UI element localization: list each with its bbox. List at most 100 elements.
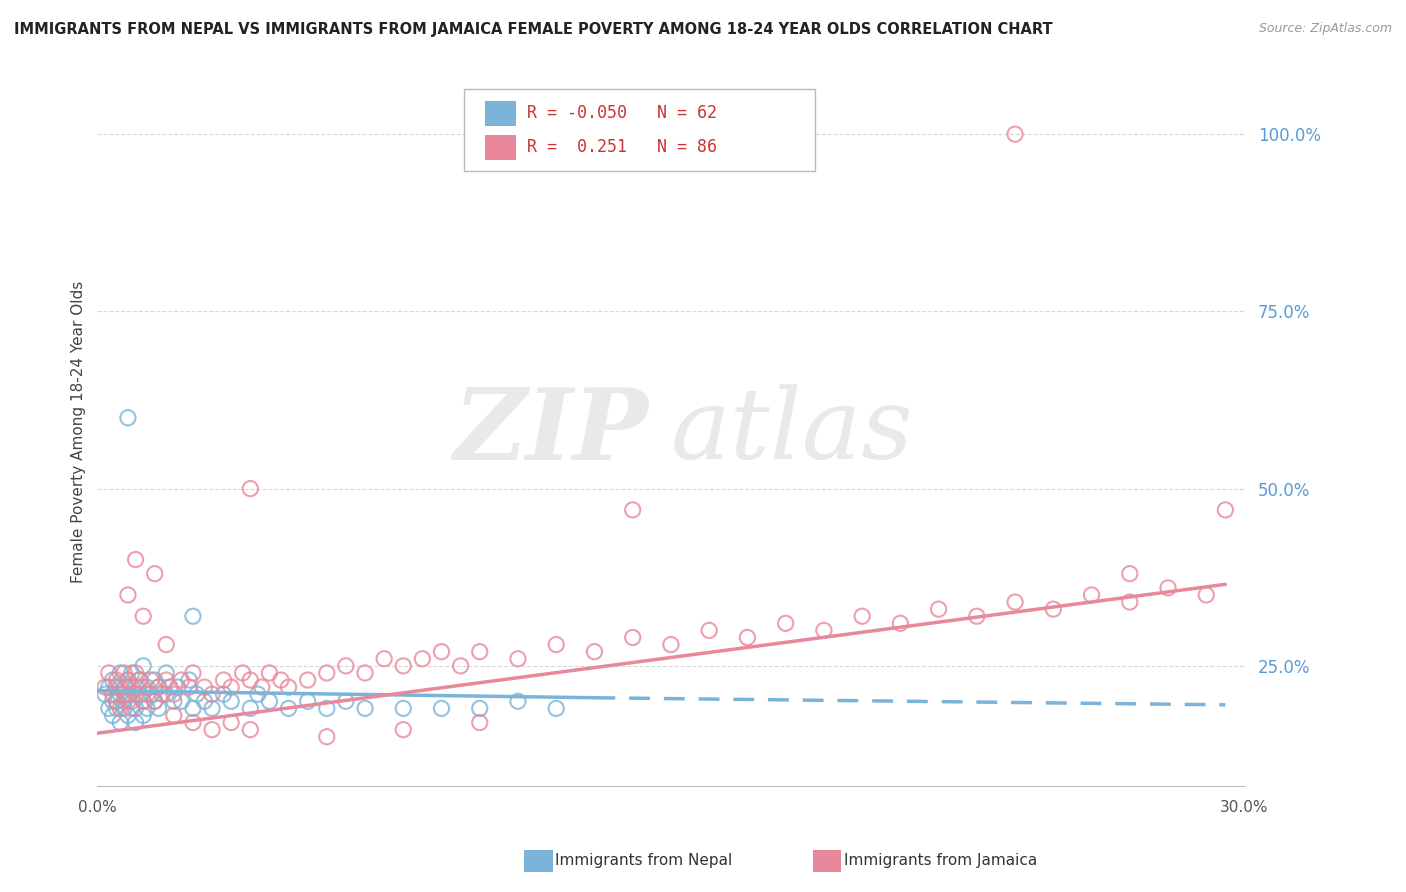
Text: R =  0.251   N = 86: R = 0.251 N = 86 (527, 138, 717, 156)
Point (297, 673, 319, 687)
Point (163, 694, 186, 708)
Point (124, 687, 146, 701)
Point (373, 652, 395, 666)
Point (392, 701, 415, 715)
Point (94, 680, 117, 694)
Point (128, 673, 150, 687)
Point (136, 680, 159, 694)
Point (1004, 595, 1026, 609)
Point (259, 665, 281, 680)
Point (121, 694, 143, 708)
Point (112, 665, 135, 680)
Point (201, 723, 224, 737)
Point (155, 665, 177, 680)
Point (136, 687, 159, 701)
Point (148, 701, 170, 715)
Point (411, 652, 433, 666)
Point (212, 687, 235, 701)
Point (468, 645, 491, 659)
Point (117, 410, 139, 425)
Point (430, 645, 453, 659)
Point (124, 552, 146, 566)
Point (506, 652, 529, 666)
Point (1004, 127, 1026, 141)
Point (132, 694, 155, 708)
Point (105, 694, 128, 708)
Point (132, 694, 155, 708)
Text: atlas: atlas (671, 384, 914, 480)
Point (1215, 503, 1237, 517)
Point (112, 687, 135, 701)
Point (179, 680, 201, 694)
Point (105, 673, 128, 687)
Point (181, 665, 204, 680)
Point (621, 503, 644, 517)
Point (94, 687, 117, 701)
Point (105, 701, 128, 715)
Point (315, 701, 337, 715)
Point (143, 566, 166, 581)
Point (112, 694, 135, 708)
Point (155, 673, 177, 687)
Point (121, 680, 143, 694)
Point (150, 687, 173, 701)
Point (813, 624, 835, 638)
Point (201, 701, 224, 715)
Point (101, 687, 124, 701)
Point (193, 694, 215, 708)
Point (546, 701, 568, 715)
Point (166, 680, 188, 694)
Point (277, 680, 299, 694)
Point (132, 658, 155, 673)
Point (155, 638, 177, 652)
Point (1080, 588, 1102, 602)
Point (139, 687, 162, 701)
Point (583, 645, 606, 659)
Point (124, 715, 146, 730)
Point (132, 609, 155, 624)
Point (246, 687, 269, 701)
Point (121, 701, 143, 715)
Point (506, 694, 529, 708)
Point (101, 708, 124, 723)
Point (97, 665, 120, 680)
Point (186, 687, 208, 701)
Point (315, 665, 337, 680)
Point (97, 680, 120, 694)
Point (928, 602, 950, 616)
Point (181, 701, 204, 715)
Point (392, 658, 415, 673)
Point (1042, 602, 1064, 616)
Point (128, 687, 150, 701)
Point (250, 680, 273, 694)
Text: Immigrants from Jamaica: Immigrants from Jamaica (844, 854, 1036, 868)
Point (737, 631, 759, 645)
Point (1195, 588, 1218, 602)
Y-axis label: Female Poverty Among 18-24 Year Olds: Female Poverty Among 18-24 Year Olds (72, 281, 86, 583)
Point (1119, 566, 1142, 581)
Point (143, 694, 166, 708)
Text: ZIP: ZIP (453, 384, 648, 480)
Point (148, 680, 170, 694)
Text: Source: ZipAtlas.com: Source: ZipAtlas.com (1258, 22, 1392, 36)
Point (335, 658, 357, 673)
Point (239, 673, 262, 687)
Point (159, 680, 181, 694)
Point (775, 616, 797, 631)
Point (546, 638, 568, 652)
Point (239, 701, 262, 715)
Point (110, 715, 132, 730)
Point (193, 680, 215, 694)
Point (124, 701, 146, 715)
Point (354, 665, 377, 680)
Point (259, 694, 281, 708)
Point (181, 609, 204, 624)
Point (101, 694, 124, 708)
Point (110, 701, 132, 715)
Point (659, 638, 682, 652)
Point (117, 588, 139, 602)
Point (430, 701, 453, 715)
Point (621, 631, 644, 645)
Point (124, 665, 146, 680)
Point (112, 701, 135, 715)
